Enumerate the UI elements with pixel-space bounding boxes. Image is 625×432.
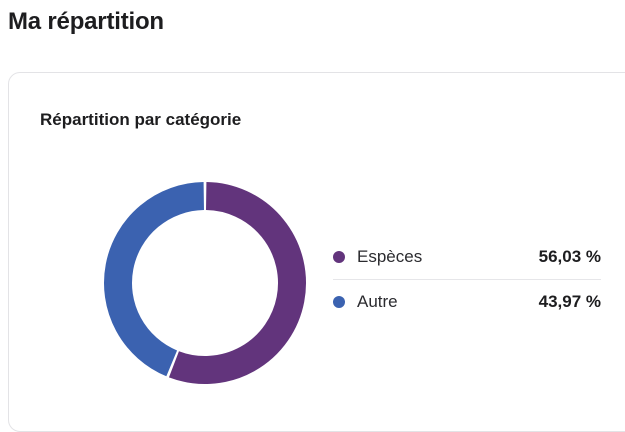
- chart-legend: Espèces 56,03 % Autre 43,97 %: [333, 235, 601, 323]
- legend-label-especes: Espèces: [357, 247, 423, 266]
- legend-label-autre: Autre: [357, 291, 398, 311]
- legend-dot-autre: [333, 295, 345, 308]
- legend-value-autre: 43,97 %: [538, 291, 601, 311]
- donut-slice-especes: [168, 182, 306, 384]
- card-title: Répartition par catégorie: [40, 110, 242, 129]
- donut-slice-autre: [104, 182, 205, 377]
- legend-value-especes: 56,03 %: [538, 247, 601, 266]
- legend-item-especes: Espèces 56,03 %: [333, 235, 601, 279]
- legend-item-autre: Autre 43,97 %: [333, 279, 601, 323]
- page-title: Ma répartition: [8, 8, 164, 35]
- donut-slices: [104, 182, 306, 384]
- allocation-card: Répartition par catégorie Espèces 56,03 …: [8, 72, 625, 432]
- legend-dot-especes: [333, 251, 345, 263]
- donut-chart: [104, 182, 306, 384]
